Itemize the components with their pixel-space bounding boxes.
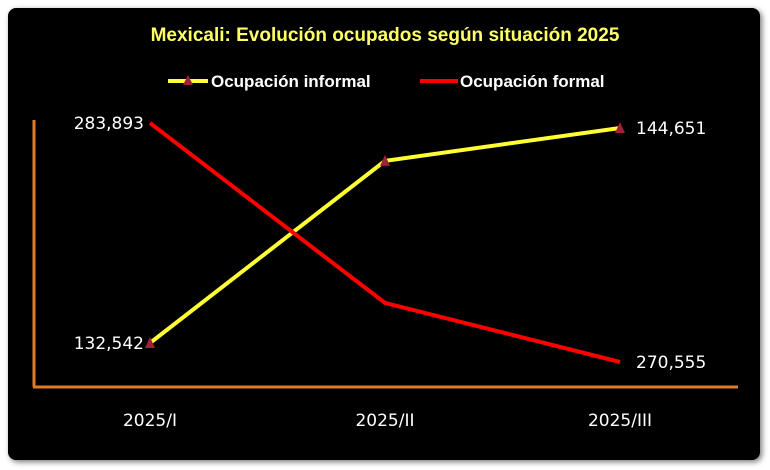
data-label: 144,651	[636, 119, 706, 139]
legend-marker-informal	[183, 75, 193, 85]
data-point	[145, 337, 155, 348]
data-point	[615, 122, 625, 133]
x-tick-label: 2025/I	[123, 411, 177, 431]
chart-title: Mexicali: Evolución ocupados según situa…	[151, 25, 620, 46]
series-line-formal	[148, 121, 621, 364]
data-point	[380, 154, 390, 166]
x-tick-label: 2025/III	[588, 411, 652, 431]
legend: Ocupación informal Ocupación formal	[168, 72, 605, 91]
data-label: 283,893	[74, 114, 144, 134]
data-label: 270,555	[636, 353, 706, 373]
chart-area	[8, 8, 760, 460]
legend-label-formal: Ocupación formal	[460, 72, 605, 91]
data-label: 132,542	[74, 334, 144, 354]
x-tick-label: 2025/II	[355, 411, 414, 431]
legend-label-informal: Ocupación informal	[211, 72, 371, 91]
